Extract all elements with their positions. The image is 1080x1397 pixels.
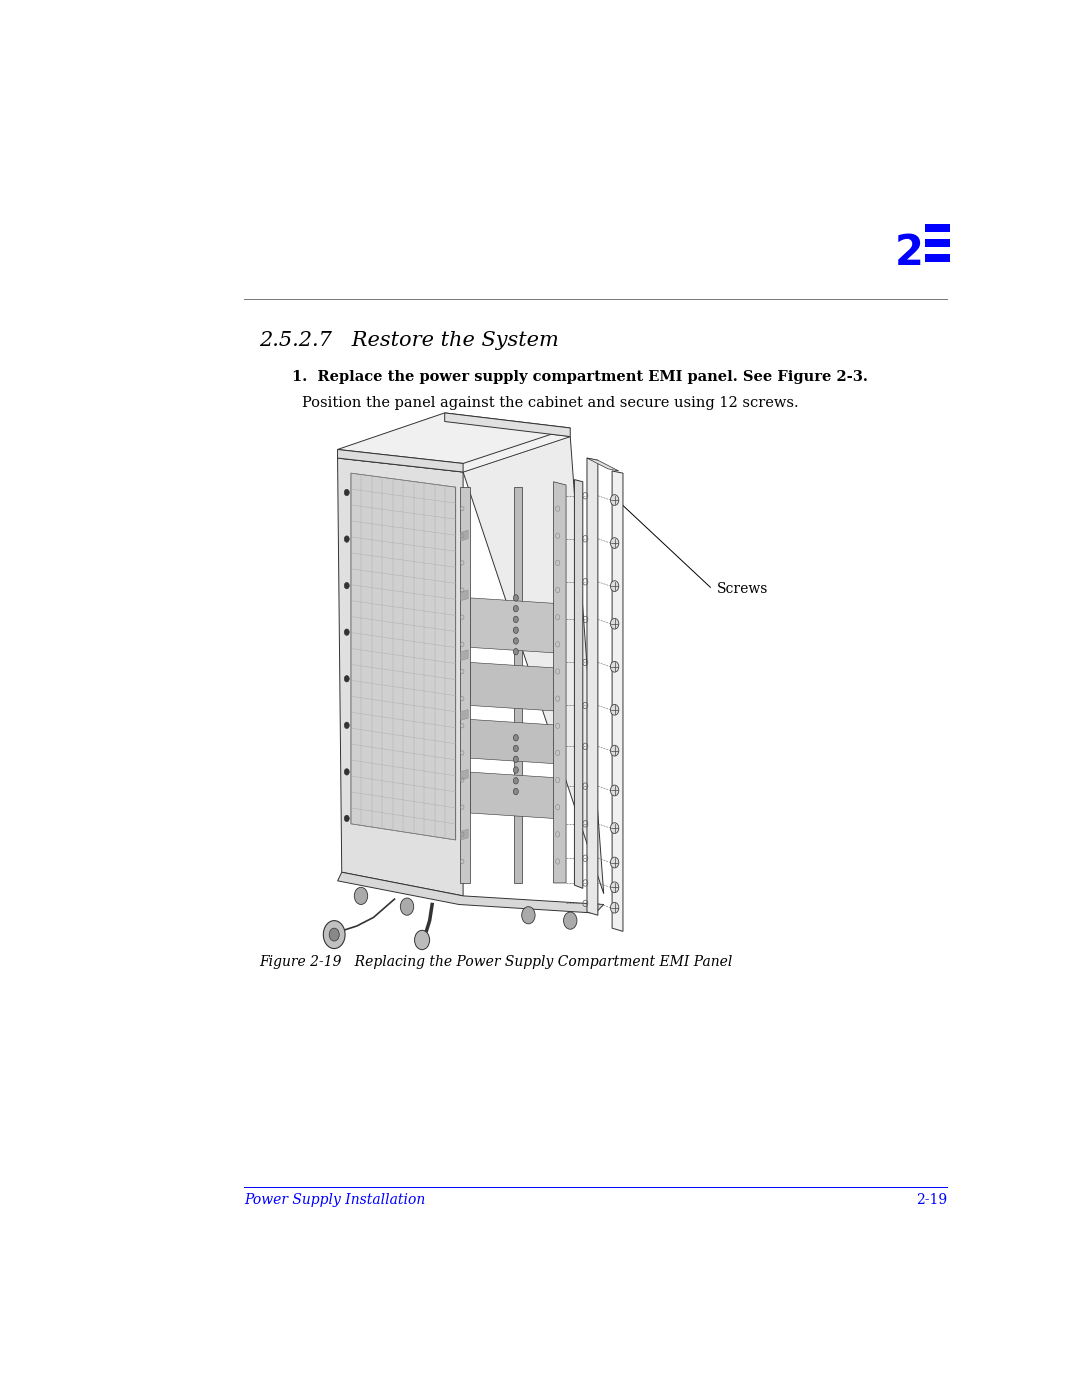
- Circle shape: [329, 928, 339, 942]
- Polygon shape: [338, 872, 604, 914]
- Bar: [926, 224, 950, 232]
- Circle shape: [610, 538, 619, 549]
- Circle shape: [513, 778, 518, 784]
- Polygon shape: [460, 590, 468, 601]
- Text: Position the panel against the cabinet and secure using 12 screws.: Position the panel against the cabinet a…: [302, 395, 799, 409]
- Circle shape: [610, 495, 619, 506]
- Polygon shape: [575, 479, 583, 888]
- Circle shape: [401, 898, 414, 915]
- Bar: [926, 254, 950, 263]
- Polygon shape: [338, 422, 570, 472]
- Circle shape: [610, 661, 619, 672]
- Circle shape: [345, 629, 349, 636]
- Polygon shape: [460, 529, 468, 541]
- Circle shape: [513, 788, 518, 795]
- Circle shape: [513, 637, 518, 644]
- Circle shape: [415, 930, 430, 950]
- Circle shape: [345, 768, 349, 775]
- Polygon shape: [338, 458, 463, 895]
- Polygon shape: [554, 482, 566, 883]
- Text: Screws: Screws: [717, 583, 768, 597]
- Text: 1.  Replace the power supply compartment EMI panel. See Figure 2-3.: 1. Replace the power supply compartment …: [293, 370, 868, 384]
- Circle shape: [522, 907, 535, 923]
- Polygon shape: [588, 458, 619, 471]
- Polygon shape: [338, 450, 463, 472]
- Circle shape: [610, 823, 619, 834]
- Polygon shape: [338, 414, 570, 464]
- Polygon shape: [612, 471, 623, 932]
- Polygon shape: [463, 437, 604, 894]
- Circle shape: [610, 745, 619, 756]
- Polygon shape: [471, 773, 554, 819]
- Circle shape: [513, 648, 518, 655]
- Circle shape: [610, 785, 619, 796]
- Circle shape: [610, 858, 619, 868]
- Circle shape: [345, 489, 349, 496]
- Text: 2-19: 2-19: [916, 1193, 947, 1207]
- Polygon shape: [588, 458, 598, 915]
- Circle shape: [610, 704, 619, 715]
- Polygon shape: [471, 662, 554, 711]
- Circle shape: [345, 816, 349, 821]
- Circle shape: [323, 921, 346, 949]
- Bar: [926, 239, 950, 247]
- Text: 2.5.2.7   Restore the System: 2.5.2.7 Restore the System: [259, 331, 558, 351]
- Circle shape: [345, 676, 349, 682]
- Text: Power Supply Installation: Power Supply Installation: [244, 1193, 426, 1207]
- Circle shape: [354, 887, 367, 904]
- Polygon shape: [514, 488, 522, 883]
- Polygon shape: [460, 488, 470, 883]
- Circle shape: [513, 756, 518, 763]
- Text: 2: 2: [895, 232, 923, 274]
- Circle shape: [513, 767, 518, 774]
- Circle shape: [513, 605, 518, 612]
- Polygon shape: [460, 710, 468, 721]
- Circle shape: [513, 627, 518, 633]
- Circle shape: [564, 912, 577, 929]
- Circle shape: [610, 581, 619, 591]
- Text: Figure 2-19   Replacing the Power Supply Compartment EMI Panel: Figure 2-19 Replacing the Power Supply C…: [259, 956, 732, 970]
- Circle shape: [513, 735, 518, 740]
- Circle shape: [610, 619, 619, 629]
- Polygon shape: [351, 474, 456, 840]
- Circle shape: [513, 595, 518, 601]
- Polygon shape: [471, 598, 554, 652]
- Circle shape: [610, 882, 619, 893]
- Polygon shape: [460, 830, 468, 840]
- Polygon shape: [460, 770, 468, 780]
- Polygon shape: [445, 414, 570, 437]
- Polygon shape: [460, 650, 468, 661]
- Circle shape: [345, 536, 349, 542]
- Circle shape: [610, 902, 619, 914]
- Circle shape: [345, 583, 349, 590]
- Circle shape: [345, 722, 349, 729]
- Circle shape: [513, 745, 518, 752]
- Circle shape: [513, 616, 518, 623]
- Polygon shape: [471, 719, 554, 764]
